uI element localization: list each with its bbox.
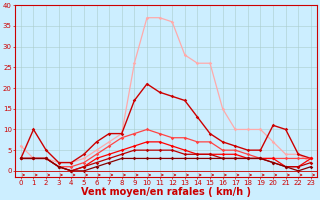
X-axis label: Vent moyen/en rafales ( km/h ): Vent moyen/en rafales ( km/h ) xyxy=(81,187,251,197)
